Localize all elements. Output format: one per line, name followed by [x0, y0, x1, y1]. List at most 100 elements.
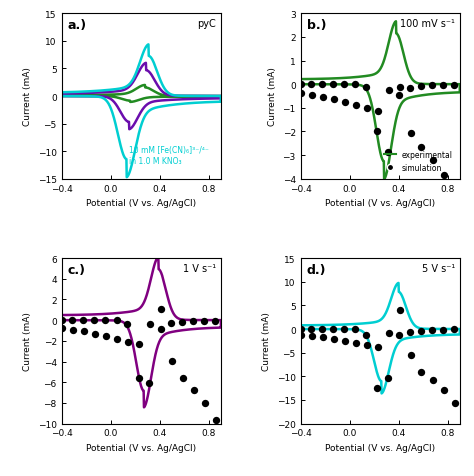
Text: 100 mV s⁻¹: 100 mV s⁻¹: [400, 19, 455, 29]
Point: [439, 326, 447, 334]
X-axis label: Potential (V vs. Ag/AgCl): Potential (V vs. Ag/AgCl): [325, 198, 435, 208]
Y-axis label: Current (mA): Current (mA): [268, 68, 277, 126]
Point: [319, 326, 326, 333]
Point: [80, 317, 87, 324]
Point: [418, 83, 425, 91]
Point: [135, 374, 142, 382]
Point: [352, 102, 359, 109]
Point: [69, 326, 77, 334]
Point: [407, 351, 414, 359]
Point: [363, 105, 370, 113]
Text: c.): c.): [68, 264, 86, 277]
Text: 1 V s⁻¹: 1 V s⁻¹: [183, 264, 216, 274]
Point: [428, 82, 436, 90]
Point: [407, 328, 414, 336]
Point: [341, 99, 348, 106]
Text: d.): d.): [307, 264, 327, 277]
Point: [113, 335, 120, 343]
Point: [352, 339, 359, 347]
Point: [124, 338, 131, 346]
Point: [363, 341, 370, 349]
Legend: experimental, simulation: experimental, simulation: [381, 148, 456, 176]
Y-axis label: Current (mA): Current (mA): [23, 312, 32, 370]
Point: [396, 91, 403, 99]
Point: [439, 82, 447, 89]
Text: 5 V s⁻¹: 5 V s⁻¹: [422, 264, 455, 274]
Point: [308, 333, 316, 340]
Point: [297, 331, 304, 339]
Point: [201, 400, 209, 407]
Point: [451, 326, 458, 334]
Point: [341, 337, 348, 345]
Point: [91, 317, 98, 324]
Point: [396, 84, 403, 91]
Point: [329, 81, 337, 89]
Y-axis label: Current (mA): Current (mA): [262, 312, 271, 370]
Point: [212, 416, 219, 424]
Point: [146, 379, 153, 387]
Point: [69, 317, 76, 324]
X-axis label: Potential (V vs. Ag/AgCl): Potential (V vs. Ag/AgCl): [86, 198, 196, 208]
Point: [58, 325, 65, 332]
Point: [124, 321, 131, 328]
Point: [418, 144, 425, 152]
Point: [58, 317, 65, 324]
X-axis label: Potential (V vs. Ag/AgCl): Potential (V vs. Ag/AgCl): [325, 443, 435, 452]
Point: [319, 334, 326, 341]
Point: [451, 190, 458, 198]
Point: [168, 320, 175, 327]
Point: [451, 399, 458, 407]
Y-axis label: Current (mA): Current (mA): [23, 68, 32, 126]
Point: [363, 84, 370, 91]
Point: [363, 331, 370, 339]
Point: [190, 386, 198, 394]
Point: [113, 317, 120, 324]
Point: [352, 81, 359, 89]
Point: [330, 96, 337, 103]
Text: b.): b.): [307, 19, 327, 32]
Point: [374, 384, 381, 392]
Point: [418, 368, 425, 376]
Point: [352, 326, 359, 333]
Point: [385, 87, 392, 94]
Point: [385, 329, 392, 337]
Point: [102, 332, 109, 340]
Point: [407, 129, 414, 137]
Text: 10 mM [Fe(CN)₆]³⁻/⁴⁻
in 1.0 M KNO₃: 10 mM [Fe(CN)₆]³⁻/⁴⁻ in 1.0 M KNO₃: [128, 145, 209, 166]
Point: [157, 326, 164, 333]
Point: [168, 357, 175, 365]
Point: [308, 91, 316, 99]
Point: [396, 332, 403, 339]
Point: [440, 387, 447, 395]
Point: [179, 375, 186, 382]
Text: pyC: pyC: [197, 19, 216, 29]
Point: [80, 328, 87, 336]
Point: [329, 326, 337, 333]
Point: [91, 330, 99, 337]
Point: [340, 81, 348, 89]
Point: [157, 305, 164, 313]
X-axis label: Potential (V vs. Ag/AgCl): Potential (V vs. Ag/AgCl): [86, 443, 196, 452]
Point: [428, 327, 436, 334]
Point: [101, 317, 109, 324]
Point: [384, 149, 392, 157]
Point: [429, 377, 437, 385]
Point: [179, 318, 186, 326]
Point: [190, 318, 197, 326]
Point: [308, 326, 315, 333]
Point: [135, 341, 143, 348]
Point: [396, 307, 403, 315]
Point: [374, 128, 381, 136]
Point: [384, 374, 392, 382]
Point: [297, 90, 304, 98]
Point: [429, 157, 437, 165]
Point: [451, 82, 458, 89]
Point: [308, 81, 315, 89]
Point: [297, 326, 304, 333]
Point: [319, 93, 326, 101]
Point: [440, 172, 447, 179]
Point: [374, 108, 382, 115]
Text: a.): a.): [68, 19, 87, 32]
Point: [212, 317, 219, 325]
Point: [319, 81, 326, 89]
